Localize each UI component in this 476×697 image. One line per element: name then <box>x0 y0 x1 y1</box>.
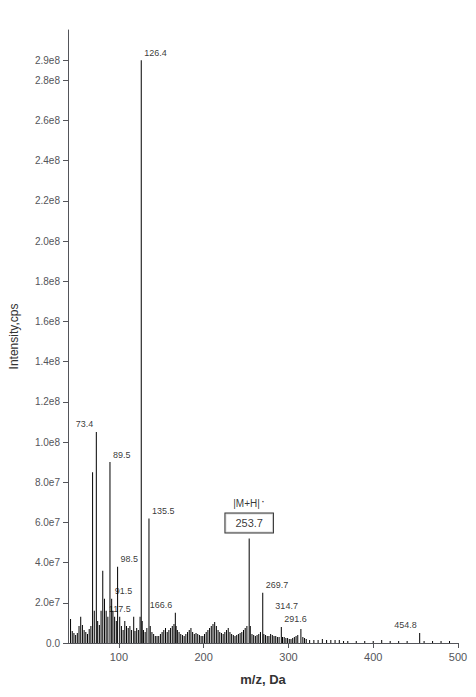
svg-text:73.4: 73.4 <box>76 419 94 429</box>
svg-text:100: 100 <box>110 651 128 663</box>
svg-text:117.5: 117.5 <box>109 604 131 614</box>
svg-text:2.4e8: 2.4e8 <box>35 155 60 166</box>
svg-text:269.7: 269.7 <box>266 580 289 590</box>
svg-text:2.6e8: 2.6e8 <box>35 115 60 126</box>
svg-text:400: 400 <box>364 651 382 663</box>
svg-text:500: 500 <box>449 651 467 663</box>
svg-text:Intensity,cps: Intensity,cps <box>7 304 21 370</box>
svg-text:·: · <box>261 493 265 508</box>
svg-text:1.0e8: 1.0e8 <box>35 437 60 448</box>
svg-text:291.6: 291.6 <box>284 614 307 624</box>
svg-text:2.0e7: 2.0e7 <box>35 597 60 608</box>
svg-text:2.0e8: 2.0e8 <box>35 236 60 247</box>
svg-text:1.2e8: 1.2e8 <box>35 396 60 407</box>
svg-text:m/z, Da: m/z, Da <box>240 672 286 687</box>
svg-text:98.5: 98.5 <box>121 554 139 564</box>
svg-text:8.0e7: 8.0e7 <box>35 477 60 488</box>
svg-text:1.4e8: 1.4e8 <box>35 356 60 367</box>
svg-text:253.7: 253.7 <box>235 517 263 529</box>
svg-text:2.9e8: 2.9e8 <box>35 55 60 66</box>
svg-text:314.7: 314.7 <box>275 601 298 611</box>
svg-text:4.0e7: 4.0e7 <box>35 557 60 568</box>
svg-text:135.5: 135.5 <box>152 506 175 516</box>
svg-text:300: 300 <box>279 651 297 663</box>
svg-text:1.6e8: 1.6e8 <box>35 316 60 327</box>
svg-text:91.5: 91.5 <box>115 586 133 596</box>
svg-text:2.2e8: 2.2e8 <box>35 195 60 206</box>
svg-text:|M+H|: |M+H| <box>233 498 260 509</box>
svg-text:0.0: 0.0 <box>46 638 60 649</box>
svg-text:166.6: 166.6 <box>150 600 173 610</box>
svg-text:200: 200 <box>194 651 212 663</box>
svg-text:126.4: 126.4 <box>144 48 167 58</box>
svg-text:6.0e7: 6.0e7 <box>35 517 60 528</box>
svg-text:89.5: 89.5 <box>113 450 131 460</box>
svg-text:1.8e8: 1.8e8 <box>35 276 60 287</box>
svg-text:454.8: 454.8 <box>394 620 417 630</box>
svg-text:2.8e8: 2.8e8 <box>35 75 60 86</box>
